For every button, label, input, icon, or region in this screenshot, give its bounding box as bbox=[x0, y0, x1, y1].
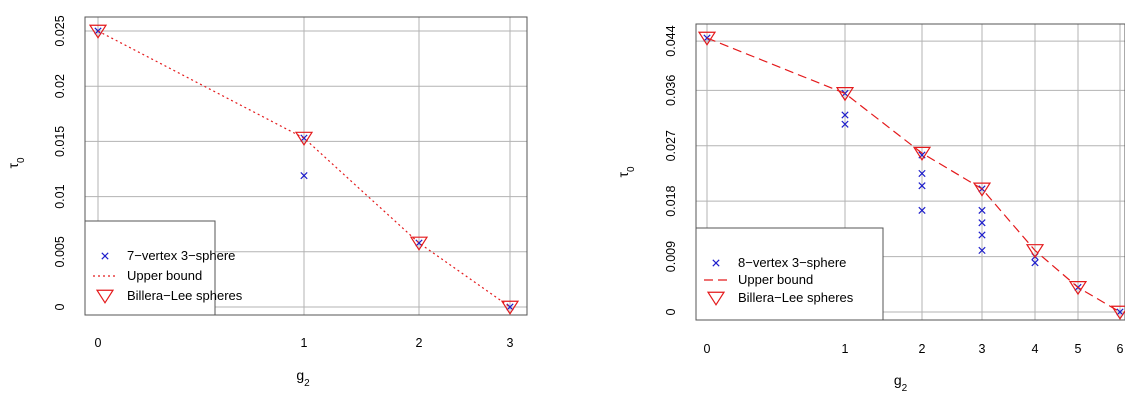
right-chart-billera-lee-point-2 bbox=[912, 146, 932, 162]
right-chart-x-tick-label-3: 3 bbox=[979, 342, 986, 356]
left-chart-legend-label-1: Upper bound bbox=[127, 268, 202, 283]
right-chart-billera-lee-point-3 bbox=[972, 182, 992, 197]
right-chart-sphere-point-9 bbox=[978, 206, 986, 215]
right-chart-x-tick-label-1: 1 bbox=[842, 342, 849, 356]
left-chart-x-tick-label-3: 3 bbox=[507, 336, 514, 350]
left-chart-y-tick-label-5: 0.025 bbox=[53, 15, 67, 46]
left-chart-x-tick-label-2: 2 bbox=[416, 336, 423, 350]
right-chart-x-axis-title-sub: 2 bbox=[902, 383, 908, 392]
right-chart-y-axis-title: τ0 bbox=[615, 166, 637, 178]
left-chart-legend-label-0: 7−vertex 3−sphere bbox=[127, 248, 235, 263]
left-chart-x-tick-label-0: 0 bbox=[95, 336, 102, 350]
right-chart-plot-frame bbox=[695, 23, 1125, 321]
right-chart-y-tick-label-3: 0.027 bbox=[664, 130, 678, 161]
left-chart-y-axis-title-sub: 0 bbox=[16, 157, 27, 163]
right-chart-billera-lee-point-6 bbox=[1110, 305, 1125, 320]
left-chart-y-tick-label-1: 0.005 bbox=[53, 236, 67, 267]
left-chart-x-axis-title: g2 bbox=[296, 367, 310, 389]
right-chart-sphere-point-16 bbox=[1116, 308, 1124, 316]
left-chart-y-tick-label-2: 0.01 bbox=[53, 184, 67, 208]
right-chart-legend-triangle-symbol bbox=[706, 291, 726, 306]
left-chart-billera-lee-point-2 bbox=[409, 236, 429, 251]
left-chart-legend-label-2: Billera−Lee spheres bbox=[127, 288, 243, 303]
right-chart-y-tick-label-2: 0.018 bbox=[664, 185, 678, 216]
right-chart-legend-box bbox=[695, 227, 884, 321]
right-chart-x-tick-label-4: 4 bbox=[1032, 342, 1039, 356]
right-chart-billera-lee-point-5 bbox=[1068, 281, 1088, 296]
right-chart-x-tick-label-6: 6 bbox=[1117, 342, 1124, 356]
left-chart-plot-frame bbox=[84, 16, 528, 316]
right-chart-sphere-point-11 bbox=[978, 231, 986, 239]
left-chart-billera-lee-point-3 bbox=[500, 300, 520, 315]
right-chart-billera-lee-point-0 bbox=[697, 31, 717, 46]
right-chart-legend-label-1: Upper bound bbox=[738, 272, 813, 287]
left-chart-y-tick-label-3: 0.015 bbox=[53, 126, 67, 157]
right-chart-sphere-point-2 bbox=[841, 111, 849, 119]
left-chart-billera-lee-point-1 bbox=[294, 131, 314, 147]
right-chart: 0 1 2 3 4 5 6 0 0.009 0.018 0.027 0.036 0.044 g2 τ0 8−v… bbox=[615, 23, 1125, 394]
left-chart-legend-triangle-symbol bbox=[95, 289, 115, 304]
right-chart-sphere-point-3 bbox=[841, 120, 849, 128]
right-chart-x-tick-label-2: 2 bbox=[919, 342, 926, 356]
left-chart-legend-x-symbol bbox=[101, 252, 109, 260]
right-chart-sphere-point-7 bbox=[918, 206, 926, 215]
left-chart-x-tick-label-1: 1 bbox=[301, 336, 308, 350]
right-chart-x-axis-title: g2 bbox=[894, 372, 908, 391]
right-chart-x-tick-label-0: 0 bbox=[704, 342, 711, 356]
right-chart-sphere-point-5 bbox=[918, 169, 926, 178]
left-chart-upper-bound-line bbox=[97, 30, 511, 308]
right-chart-sphere-point-12 bbox=[978, 246, 986, 255]
right-chart-sphere-point-10 bbox=[978, 219, 986, 227]
right-chart-billera-lee-point-1 bbox=[835, 87, 855, 102]
left-chart-x-axis-title-sub: 2 bbox=[304, 378, 310, 389]
left-chart-y-tick-label-4: 0.02 bbox=[53, 74, 67, 98]
right-chart-y-tick-label-4: 0.036 bbox=[664, 75, 678, 106]
left-chart-sphere-point-2 bbox=[300, 171, 308, 180]
right-chart-legend-label-0: 8−vertex 3−sphere bbox=[738, 255, 846, 270]
right-chart-y-axis-title-sub: 0 bbox=[626, 166, 637, 172]
right-chart-billera-lee-point-4 bbox=[1025, 244, 1045, 259]
right-chart-y-tick-label-1: 0.009 bbox=[664, 241, 678, 272]
right-chart-sphere-point-6 bbox=[918, 182, 926, 190]
right-chart-legend-x-symbol bbox=[712, 259, 720, 267]
right-chart-x-tick-label-5: 5 bbox=[1075, 342, 1082, 356]
right-chart-y-tick-label-5: 0.044 bbox=[664, 25, 678, 56]
right-chart-upper-bound-line bbox=[706, 37, 1121, 313]
left-chart-y-axis-title: τ0 bbox=[5, 157, 27, 169]
left-chart-billera-lee-point-0 bbox=[88, 24, 108, 39]
left-chart-y-tick-label-0: 0 bbox=[53, 303, 67, 310]
right-chart-sphere-point-14 bbox=[1031, 259, 1039, 267]
left-chart: 0 1 2 3 0 0.005 0.01 0.015 0.02 0.025 g2 τ0 7−vertex… bbox=[5, 15, 528, 389]
right-chart-legend-label-2: Billera−Lee spheres bbox=[738, 290, 854, 305]
right-chart-y-tick-label-0: 0 bbox=[664, 308, 678, 315]
